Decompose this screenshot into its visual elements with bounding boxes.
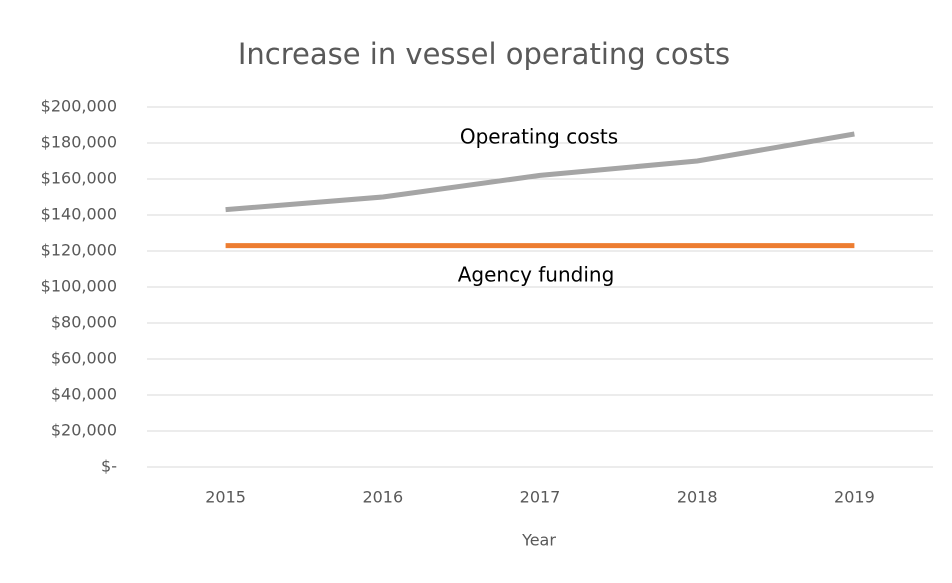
y-tick-label: $180,000: [41, 133, 117, 152]
x-axis-label: Year: [521, 531, 556, 550]
y-tick-label: $20,000: [51, 421, 117, 440]
y-tick-label: $160,000: [41, 169, 117, 188]
y-tick-label: $200,000: [41, 97, 117, 116]
chart-title: Increase in vessel operating costs: [238, 37, 730, 71]
series-label: Agency funding: [458, 263, 615, 287]
y-tick-label: $-: [101, 457, 117, 476]
x-tick-label: 2017: [520, 488, 561, 507]
y-tick-label: $40,000: [51, 385, 117, 404]
y-tick-label: $100,000: [41, 277, 117, 296]
y-tick-label: $140,000: [41, 205, 117, 224]
x-tick-label: 2019: [834, 488, 875, 507]
x-tick-label: 2016: [362, 488, 403, 507]
series-line: [225, 131, 855, 213]
series-label: Operating costs: [460, 125, 618, 149]
y-tick-label: $60,000: [51, 349, 117, 368]
x-tick-label: 2018: [677, 488, 718, 507]
x-tick-label: 2015: [205, 488, 246, 507]
y-tick-label: $120,000: [41, 241, 117, 260]
y-tick-label: $80,000: [51, 313, 117, 332]
